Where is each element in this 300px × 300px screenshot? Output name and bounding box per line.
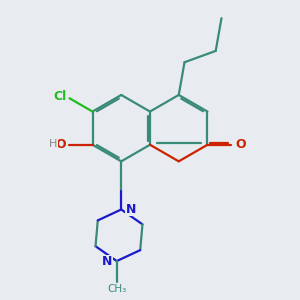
Text: N: N: [102, 255, 112, 268]
Text: CH₃: CH₃: [107, 284, 126, 294]
Text: O: O: [235, 138, 246, 151]
Text: N: N: [125, 203, 136, 216]
Text: Cl: Cl: [53, 90, 67, 103]
Text: H: H: [50, 139, 58, 149]
Text: O: O: [56, 138, 67, 151]
